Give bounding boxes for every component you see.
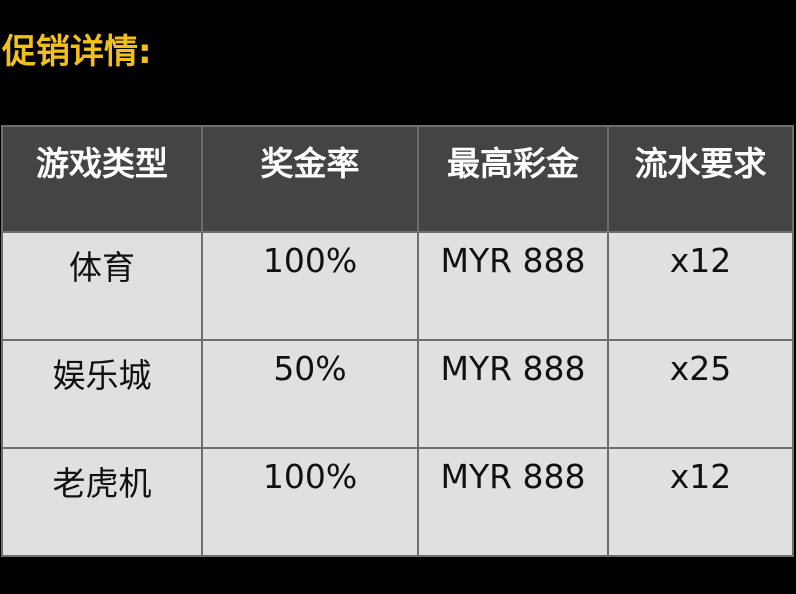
header-game-type: 游戏类型 [1, 125, 203, 233]
header-bonus-rate: 奖金率 [201, 125, 419, 233]
table-header-row: 游戏类型 奖金率 最高彩金 流水要求 [1, 125, 794, 233]
table-row: 老虎机 100% MYR 888 x12 [1, 447, 794, 557]
cell-turnover: x12 [607, 231, 794, 341]
page-title: 促销详情: [2, 32, 152, 72]
cell-bonus-rate: 100% [201, 447, 419, 557]
cell-max-bonus: MYR 888 [417, 447, 609, 557]
table-row: 娱乐城 50% MYR 888 x25 [1, 339, 794, 449]
cell-bonus-rate: 50% [201, 339, 419, 449]
cell-game-type: 体育 [1, 231, 203, 341]
cell-game-type: 老虎机 [1, 447, 203, 557]
header-turnover: 流水要求 [607, 125, 794, 233]
cell-bonus-rate: 100% [201, 231, 419, 341]
cell-turnover: x25 [607, 339, 794, 449]
cell-turnover: x12 [607, 447, 794, 557]
cell-game-type: 娱乐城 [1, 339, 203, 449]
header-max-bonus: 最高彩金 [417, 125, 609, 233]
cell-max-bonus: MYR 888 [417, 231, 609, 341]
cell-max-bonus: MYR 888 [417, 339, 609, 449]
promo-table: 游戏类型 奖金率 最高彩金 流水要求 体育 100% MYR 888 x12 娱… [1, 125, 794, 557]
table-row: 体育 100% MYR 888 x12 [1, 231, 794, 341]
